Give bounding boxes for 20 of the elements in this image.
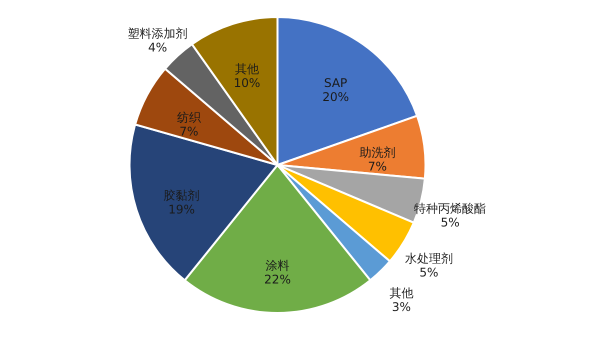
slice-label: 助洗剂 — [359, 146, 396, 160]
data-label: 10% — [234, 76, 260, 90]
data-label: 7% — [179, 124, 198, 138]
slice-label: 涂料 — [266, 258, 290, 273]
slice-label: 特种丙烯酸酯 — [414, 201, 486, 216]
slice-label: 水处理剂 — [404, 252, 453, 266]
data-label: 19% — [168, 202, 195, 217]
data-label: 5% — [440, 215, 460, 230]
data-label: 5% — [419, 266, 438, 280]
data-label: 3% — [392, 300, 411, 314]
slice-label: 其他 — [389, 286, 414, 300]
slice-label: 纺织 — [176, 110, 201, 124]
slice-label: 其他 — [234, 62, 259, 76]
slice-label: 胶黏剂 — [164, 188, 200, 203]
slice-label: SAP — [324, 76, 348, 90]
slice-label: 塑料添加剂 — [128, 26, 188, 40]
data-label: 7% — [368, 160, 387, 174]
data-label: 4% — [148, 40, 168, 54]
data-label: 20% — [322, 90, 349, 104]
data-label: 22% — [264, 272, 291, 287]
